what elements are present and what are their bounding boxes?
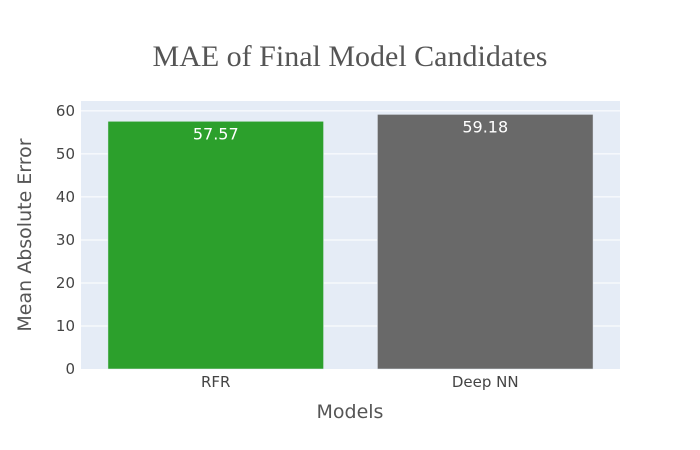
y-tick-label: 50 [56,145,75,163]
x-axis-ticks: RFR Deep NN [201,373,519,391]
chart-title: MAE of Final Model Candidates [153,40,548,73]
bars [107,114,594,370]
y-axis-title: Mean Absolute Error [14,138,36,331]
y-tick-label: 10 [56,317,75,335]
y-tick-label: 0 [65,360,75,378]
bar-data-label: 57.57 [193,124,239,143]
y-tick-label: 30 [56,231,75,249]
y-tick-label: 60 [56,102,75,120]
y-axis-ticks: 0 10 20 30 40 50 60 [56,102,75,378]
x-tick-label: RFR [201,373,230,391]
y-tick-label: 20 [56,274,75,292]
y-tick-label: 40 [56,188,75,206]
bar-rfr[interactable] [107,121,324,370]
x-axis-title: Models [317,401,384,423]
bar-data-label: 59.18 [462,117,508,136]
bar-data-labels: 57.57 59.18 [193,117,508,143]
x-tick-label: Deep NN [452,373,519,391]
bar-deep-nn[interactable] [377,114,594,370]
